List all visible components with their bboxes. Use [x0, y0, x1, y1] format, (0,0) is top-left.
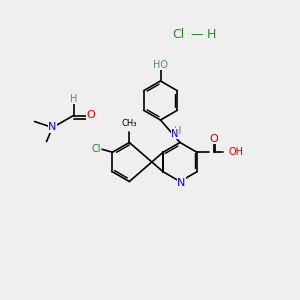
Text: N: N [48, 122, 57, 133]
Text: CH₃: CH₃ [122, 118, 137, 127]
Text: OH: OH [229, 147, 244, 157]
Text: H: H [70, 94, 77, 104]
Text: N: N [177, 178, 186, 188]
Text: Cl: Cl [172, 28, 184, 41]
Text: N: N [171, 129, 178, 139]
Text: HO: HO [153, 59, 168, 70]
Text: H: H [207, 28, 216, 41]
Text: O: O [210, 134, 218, 144]
Text: H: H [174, 126, 182, 136]
Text: —: — [190, 28, 203, 41]
Text: Cl: Cl [91, 144, 101, 154]
Text: O: O [87, 110, 96, 121]
